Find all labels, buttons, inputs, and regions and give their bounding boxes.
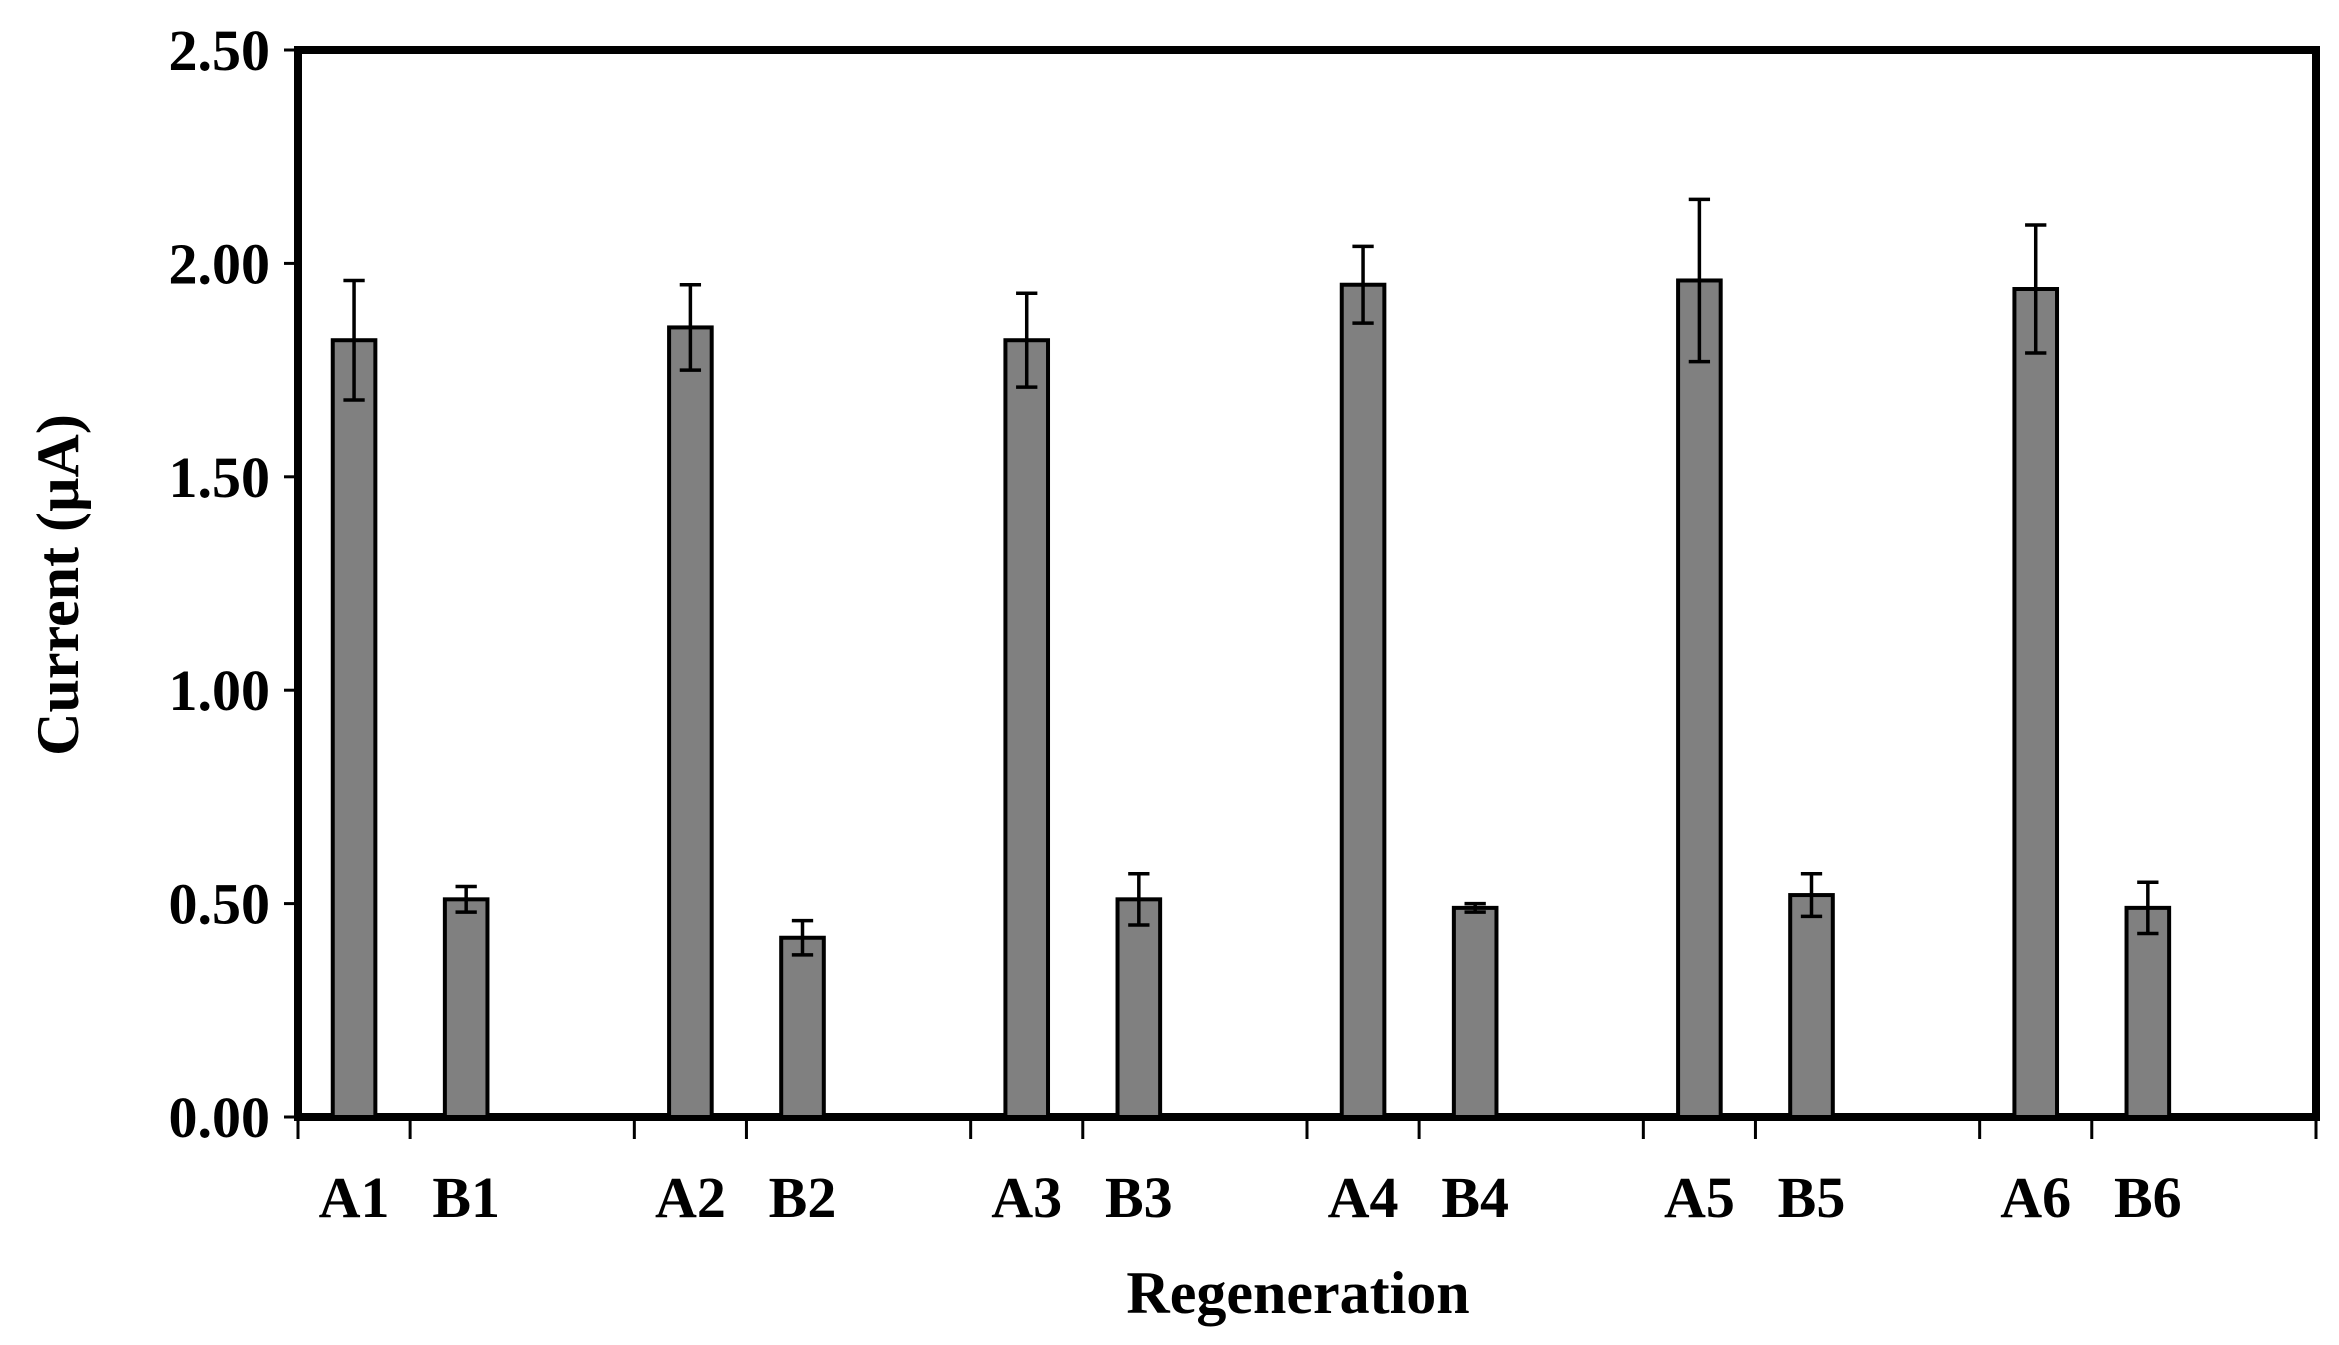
y-tick-label: 2.50: [169, 18, 271, 83]
bar-a3: [1003, 338, 1051, 1119]
bar-b6: [2124, 905, 2172, 1119]
x-tick-label: B4: [1441, 1165, 1509, 1230]
bar-b5: [1788, 893, 1835, 1120]
y-tick-label: 0.00: [169, 1085, 271, 1150]
x-axis: [296, 1117, 2318, 1139]
x-tick-label: B2: [769, 1165, 837, 1230]
x-tick-label: A2: [655, 1165, 726, 1230]
bar-a6: [2012, 287, 2060, 1119]
bar-a2: [667, 325, 714, 1120]
y-tick-label: 0.50: [169, 872, 271, 937]
bar-b2: [779, 935, 826, 1120]
x-tick-label: B1: [432, 1165, 500, 1230]
y-tick-label: 2.00: [169, 231, 271, 296]
bar-a1: [330, 338, 378, 1119]
x-tick-label: B5: [1778, 1165, 1846, 1230]
x-tick-label: A6: [2000, 1165, 2071, 1230]
y-axis-title: Current (µA): [25, 414, 91, 756]
bar-b3: [1115, 897, 1163, 1119]
x-tick-label: A3: [991, 1165, 1062, 1230]
y-tick-label: 1.50: [169, 445, 271, 510]
bar-a4: [1339, 282, 1387, 1119]
bar-b1: [442, 897, 490, 1119]
bar-a5: [1676, 278, 1723, 1119]
x-tick-label: A5: [1664, 1165, 1735, 1230]
x-tick-label: A4: [1328, 1165, 1399, 1230]
x-tick-label: B6: [2114, 1165, 2182, 1230]
x-axis-title: Regeneration: [1126, 1260, 1469, 1326]
y-axis: 0.00 0.50 1.00 1.50 2.00 2.50: [169, 18, 298, 1150]
category-labels: A1 B1 A2 B2 A3 B3 A4 B4 A5 B5 A6 B6: [319, 1165, 2182, 1230]
y-tick-label: 1.00: [169, 658, 271, 723]
bar-b4: [1451, 905, 1499, 1119]
bars: [330, 278, 2172, 1120]
error-bars: [343, 197, 2159, 957]
x-tick-label: B3: [1105, 1165, 1173, 1230]
x-tick-label: A1: [319, 1165, 390, 1230]
